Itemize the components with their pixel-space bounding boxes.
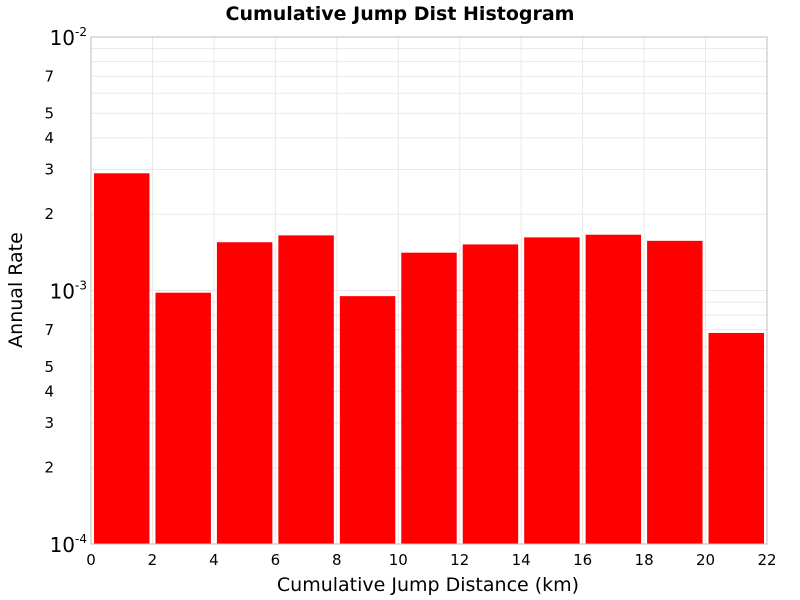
x-tick-label: 22 <box>757 551 776 569</box>
x-tick-label: 8 <box>332 551 342 569</box>
y-minor-tick-label: 5 <box>44 358 54 376</box>
y-minor-tick-label: 3 <box>44 414 54 432</box>
y-minor-tick-label: 3 <box>44 161 54 179</box>
bar-3 <box>278 235 334 545</box>
y-minor-tick-label: 2 <box>44 205 54 223</box>
y-minor-tick-label: 2 <box>44 459 54 477</box>
bar-1 <box>155 292 211 544</box>
y-minor-tick-label: 5 <box>44 104 54 122</box>
plot-area-frame <box>90 36 768 545</box>
x-axis-ticks: 0 2 4 6 8 10 12 14 16 18 20 22 <box>86 551 776 569</box>
x-axis-label: Cumulative Jump Distance (km) <box>277 574 579 596</box>
x-tick-label: 6 <box>271 551 281 569</box>
y-major-tick-label: 10-4 <box>50 532 87 557</box>
chart-title: Cumulative Jump Dist Histogram <box>226 3 575 25</box>
x-tick-label: 0 <box>86 551 96 569</box>
y-major-tick-label: 10-3 <box>50 279 87 304</box>
bar-6 <box>462 244 519 544</box>
x-tick-label: 4 <box>209 551 219 569</box>
y-axis-ticks: 10-2 10-3 10-4 7 5 4 3 2 7 5 4 3 2 <box>44 25 87 557</box>
bar-7 <box>524 237 580 544</box>
x-tick-label: 2 <box>148 551 158 569</box>
y-major-tick-label: 10-2 <box>50 25 87 50</box>
x-tick-label: 18 <box>635 551 654 569</box>
y-minor-tick-label: 4 <box>44 382 54 400</box>
bars <box>94 173 764 545</box>
bar-8 <box>585 234 642 544</box>
bar-9 <box>647 240 703 545</box>
bar-4 <box>339 296 396 544</box>
x-tick-label: 14 <box>512 551 531 569</box>
x-tick-label: 10 <box>389 551 408 569</box>
x-tick-label: 12 <box>450 551 469 569</box>
bar-2 <box>216 242 273 544</box>
y-minor-tick-label: 7 <box>44 67 54 85</box>
bar-10 <box>708 332 764 544</box>
x-tick-label: 16 <box>573 551 592 569</box>
y-minor-tick-label: 7 <box>44 321 54 339</box>
bar-0 <box>94 173 150 544</box>
x-tick-label: 20 <box>696 551 715 569</box>
y-minor-tick-label: 4 <box>44 129 54 147</box>
y-axis-label: Annual Rate <box>5 232 27 348</box>
bar-5 <box>401 252 457 544</box>
